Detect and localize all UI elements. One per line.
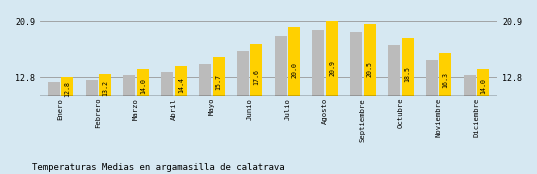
Bar	[85, 80, 98, 96]
Text: 20.9: 20.9	[329, 60, 335, 76]
Bar	[326, 21, 338, 96]
Text: 16.3: 16.3	[442, 72, 448, 88]
Bar	[99, 74, 111, 96]
Text: 15.7: 15.7	[216, 73, 222, 89]
Bar	[388, 45, 400, 96]
Text: Temperaturas Medias en argamasilla de calatrava: Temperaturas Medias en argamasilla de ca…	[32, 163, 285, 172]
Bar	[237, 51, 249, 96]
Text: 20.5: 20.5	[367, 61, 373, 77]
Bar	[199, 64, 211, 96]
Bar	[313, 30, 324, 96]
Text: 20.0: 20.0	[291, 62, 297, 78]
Bar	[175, 66, 187, 96]
Bar	[350, 33, 362, 96]
Bar	[426, 60, 438, 96]
Bar	[48, 82, 60, 96]
Bar	[250, 44, 263, 96]
Bar	[463, 75, 476, 96]
Bar	[274, 36, 287, 96]
Bar	[161, 72, 173, 96]
Text: 13.2: 13.2	[102, 80, 108, 96]
Bar	[364, 24, 376, 96]
Text: 14.4: 14.4	[178, 77, 184, 93]
Bar	[402, 38, 413, 96]
Bar	[61, 77, 74, 96]
Bar	[439, 53, 452, 96]
Text: 12.8: 12.8	[64, 81, 70, 97]
Text: 17.6: 17.6	[253, 69, 259, 85]
Bar	[213, 57, 224, 96]
Bar	[477, 69, 489, 96]
Text: 14.0: 14.0	[480, 78, 486, 94]
Bar	[124, 75, 135, 96]
Text: 14.0: 14.0	[140, 78, 146, 94]
Bar	[137, 69, 149, 96]
Bar	[288, 27, 300, 96]
Text: 18.5: 18.5	[404, 66, 411, 82]
